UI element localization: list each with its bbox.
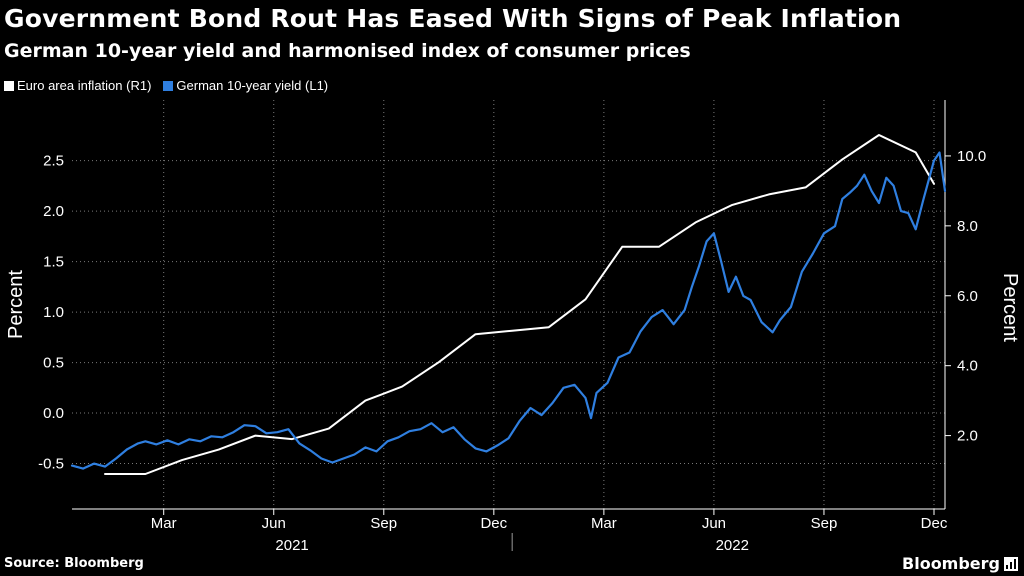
chart-title: Government Bond Rout Has Eased With Sign… [4, 4, 902, 33]
y-left-tick-label: 0.0 [43, 405, 64, 422]
legend-label-yield: German 10-year yield (L1) [176, 78, 329, 93]
y-right-tick-label: 2.0 [957, 428, 978, 445]
legend-label-inflation: Euro area inflation (R1) [17, 78, 152, 93]
y-right-tick-label: 8.0 [957, 218, 978, 235]
legend-item-yield: German 10-year yield (L1) [163, 78, 328, 94]
left-axis-title: Percent [5, 270, 27, 339]
y-left-tick-label: 2.0 [43, 203, 64, 220]
x-tick-label: Mar [151, 515, 177, 532]
grid-layer [72, 100, 945, 509]
x-tick-label: Sep [811, 515, 838, 532]
x-tick-label: Dec [921, 515, 948, 532]
legend-swatch-inflation [4, 81, 14, 91]
legend-swatch-yield [163, 81, 174, 91]
x-tick-label: Jun [262, 515, 286, 532]
chart-legend: Euro area inflation (R1) German 10-year … [4, 78, 340, 94]
x-tick-label: Mar [591, 515, 617, 532]
y-left-tick-label: 2.5 [43, 153, 64, 170]
y-left-tick-label: 1.5 [43, 254, 64, 271]
y-left-tick-label: 0.5 [43, 355, 64, 372]
brand-name: Bloomberg [902, 554, 1000, 573]
series-layer [70, 134, 947, 475]
legend-item-inflation: Euro area inflation (R1) [4, 78, 151, 94]
brand-logo: Bloomberg [902, 554, 1018, 574]
y-right-tick-label: 10.0 [957, 148, 986, 165]
y-right-tick-label: 4.0 [957, 358, 978, 375]
x-tick-label: Dec [480, 515, 507, 532]
y-right-tick-label: 6.0 [957, 288, 978, 305]
series-line-inflation [104, 134, 935, 475]
x-year-label: 2021 [275, 537, 308, 554]
series-line-yield [70, 151, 947, 470]
right-axis-title: Percent [999, 273, 1021, 342]
x-tick-label: Jun [702, 515, 726, 532]
axes-layer: -0.5 0.0 0.5 1.0 1.5 2.0 2.5 2.0 4.0 6.0 8.0 10.0 Ma… [38, 100, 986, 554]
y-left-tick-label: -0.5 [38, 456, 64, 473]
chart-subtitle: German 10-year yield and harmonised inde… [4, 40, 691, 62]
bloomberg-terminal-icon [1004, 557, 1018, 571]
x-tick-label: Sep [370, 515, 397, 532]
source-note: Source: Bloomberg [4, 556, 144, 571]
y-left-tick-label: 1.0 [43, 304, 64, 321]
x-year-label: 2022 [716, 537, 749, 554]
